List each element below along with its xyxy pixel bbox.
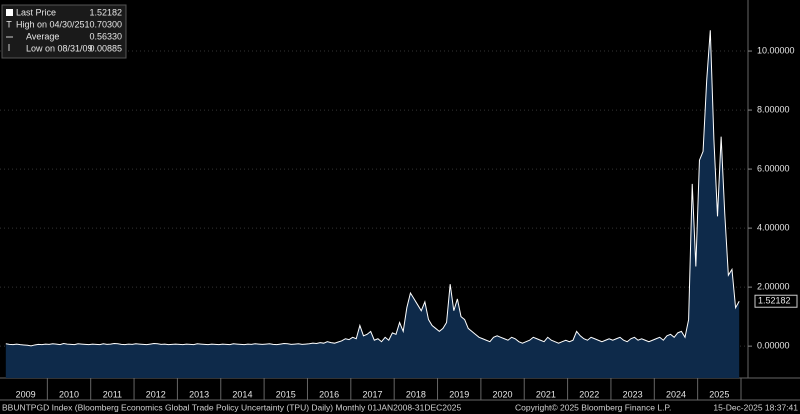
y-tick-label: 8.00000 bbox=[757, 104, 790, 114]
y-tick-label: 0.00000 bbox=[757, 341, 790, 351]
area bbox=[5, 30, 740, 379]
x-tick-label: 2012 bbox=[146, 389, 166, 399]
x-tick-label: 2024 bbox=[666, 389, 686, 399]
x-tick-label: 2015 bbox=[276, 389, 296, 399]
last-price-tag bbox=[754, 294, 798, 308]
x-tick-label: 2010 bbox=[59, 389, 79, 399]
x-tick-label: 2022 bbox=[579, 389, 599, 399]
x-tick-label: 2017 bbox=[362, 389, 382, 399]
footer-timestamp: 15-Dec-2025 18:37:41 bbox=[713, 402, 798, 412]
legend-label: High on 04/30/25 bbox=[16, 19, 85, 29]
x-tick-label: 2013 bbox=[189, 389, 209, 399]
legend-label: Low on 08/31/09 bbox=[26, 43, 93, 53]
last-price-label: 1.52182 bbox=[758, 296, 791, 306]
x-tick-label: 2009 bbox=[16, 389, 36, 399]
legend-value: 0.56330 bbox=[89, 31, 122, 41]
legend-box bbox=[1, 4, 127, 59]
y-tick-label: 4.00000 bbox=[757, 222, 790, 232]
legend-value: 1.52182 bbox=[89, 7, 122, 17]
x-tick-label: 2025 bbox=[709, 389, 729, 399]
x-tick-label: 2011 bbox=[103, 389, 122, 399]
x-tick-label: 2018 bbox=[406, 389, 426, 399]
y-tick-label: 6.00000 bbox=[757, 163, 790, 173]
legend-icon bbox=[6, 9, 13, 16]
x-tick-label: 2014 bbox=[232, 389, 252, 399]
x-tick-label: 2020 bbox=[493, 389, 513, 399]
legend: Last Price 1.52182 T High on 04/30/25 10… bbox=[1, 4, 127, 59]
legend-icon: T bbox=[6, 19, 12, 29]
y-tick-label: 10.00000 bbox=[757, 45, 795, 55]
x-tick-label: 2016 bbox=[319, 389, 339, 399]
line bbox=[5, 30, 740, 347]
footer-copyright: Copyright© 2025 Bloomberg Finance L.P. bbox=[515, 402, 671, 412]
legend-label: Last Price bbox=[16, 7, 56, 17]
y-tick-label: 2.00000 bbox=[757, 281, 790, 291]
x-tick-label: 2021 bbox=[536, 389, 556, 399]
legend-value: 0.00885 bbox=[89, 43, 122, 53]
x-tick-label: 2023 bbox=[623, 389, 643, 399]
legend-label: Average bbox=[26, 31, 59, 41]
legend-value: 10.70300 bbox=[84, 19, 122, 29]
footer-description: BBUNTPGD Index (Bloomberg Economics Glob… bbox=[2, 402, 461, 412]
x-tick-label: 2019 bbox=[449, 389, 469, 399]
